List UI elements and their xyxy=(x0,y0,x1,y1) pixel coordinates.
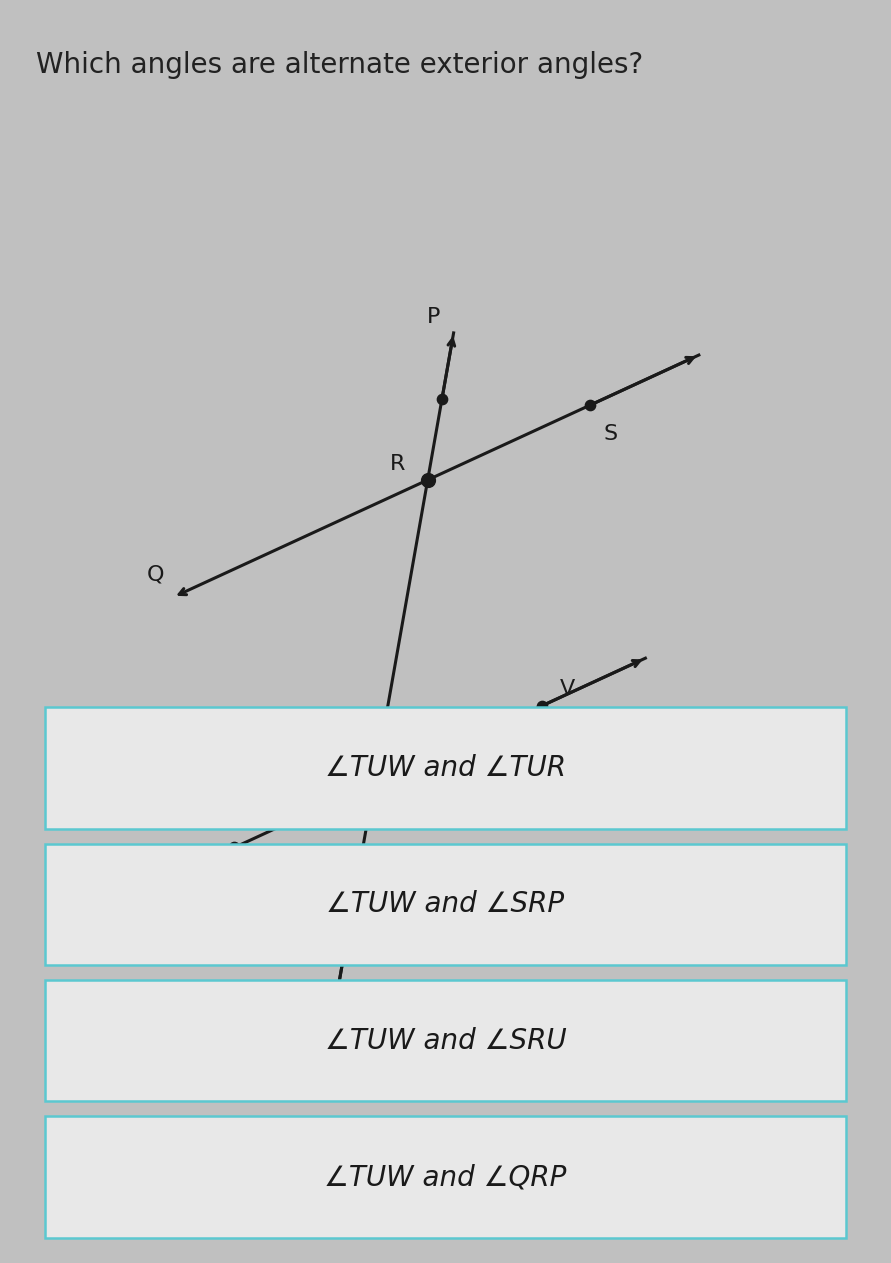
Text: P: P xyxy=(427,307,440,327)
Text: T: T xyxy=(97,868,111,888)
Point xyxy=(421,470,435,490)
Point xyxy=(341,921,356,941)
Text: U: U xyxy=(388,798,404,818)
Text: Q: Q xyxy=(147,565,165,585)
Point xyxy=(227,837,241,858)
Text: Which angles are alternate exterior angles?: Which angles are alternate exterior angl… xyxy=(36,51,643,78)
Text: R: R xyxy=(390,453,405,474)
Text: ∠TUW and ∠SRP: ∠TUW and ∠SRP xyxy=(326,890,565,918)
Point xyxy=(584,395,598,416)
Text: V: V xyxy=(560,679,576,700)
FancyBboxPatch shape xyxy=(45,1116,846,1238)
Point xyxy=(367,773,381,793)
FancyBboxPatch shape xyxy=(45,844,846,965)
FancyBboxPatch shape xyxy=(45,707,846,829)
Text: W: W xyxy=(336,1062,357,1082)
Text: ∠TUW and ∠QRP: ∠TUW and ∠QRP xyxy=(324,1163,567,1191)
Text: S: S xyxy=(604,424,617,445)
Point xyxy=(535,696,550,716)
Text: ∠TUW and ∠TUR: ∠TUW and ∠TUR xyxy=(325,754,566,782)
FancyBboxPatch shape xyxy=(45,980,846,1101)
Point xyxy=(435,389,449,409)
Text: ∠TUW and ∠SRU: ∠TUW and ∠SRU xyxy=(324,1027,567,1055)
